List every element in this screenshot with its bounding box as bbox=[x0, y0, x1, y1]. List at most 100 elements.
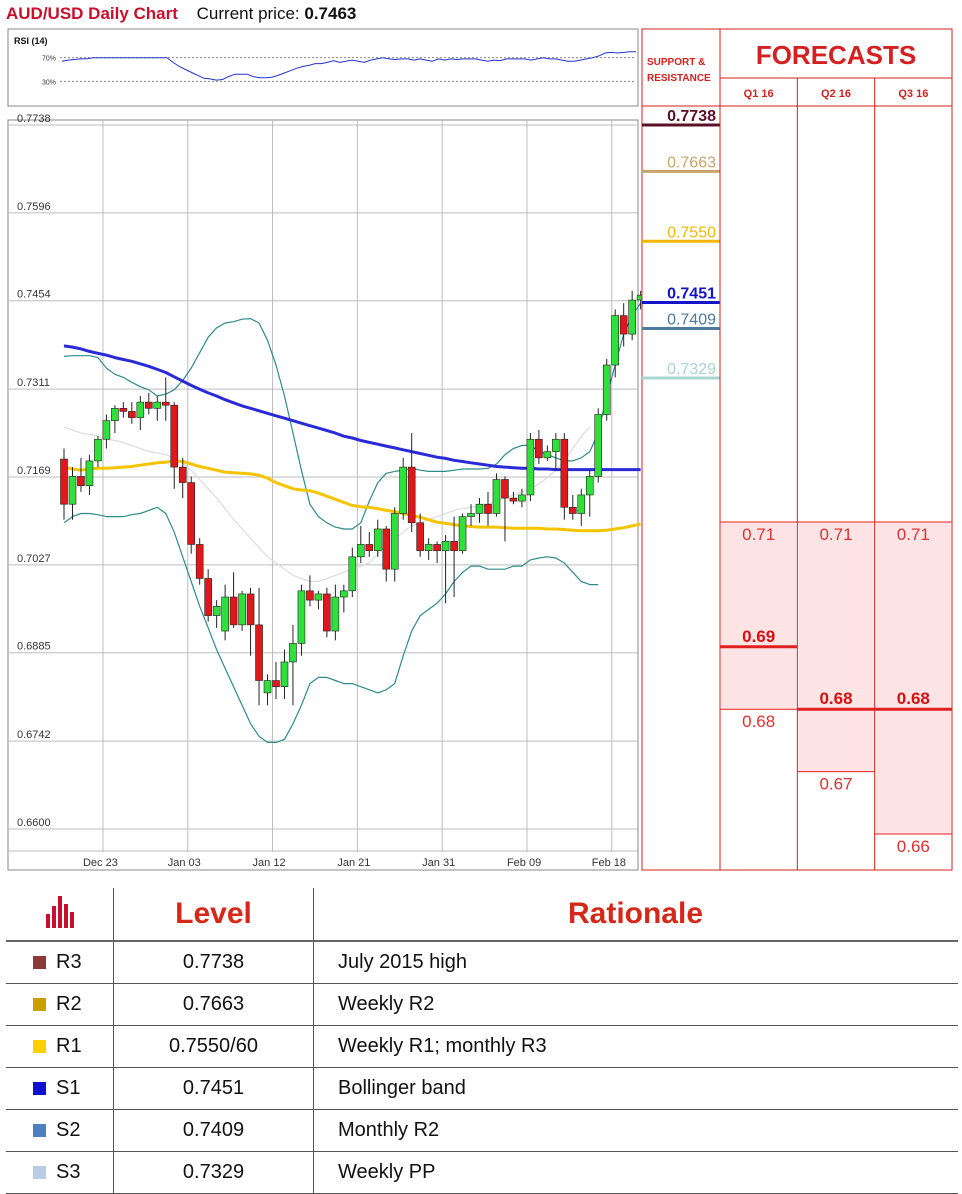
candle-body bbox=[221, 596, 229, 632]
candle-body bbox=[594, 414, 603, 477]
table-row: S2 0.7409 Monthly R2 bbox=[6, 1109, 958, 1152]
x-tick-label: Dec 23 bbox=[83, 857, 118, 869]
sr-level-label: 0.7738 bbox=[667, 108, 716, 125]
candle-body bbox=[246, 593, 255, 626]
candle-body bbox=[238, 593, 246, 626]
rationale-header: Rationale bbox=[313, 888, 958, 942]
level-value: 0.7663 bbox=[113, 983, 314, 1026]
candle bbox=[340, 584, 348, 613]
candle-body bbox=[60, 458, 68, 505]
candle bbox=[585, 470, 594, 517]
sr-level-label: 0.7451 bbox=[667, 286, 716, 303]
candle bbox=[568, 494, 577, 520]
y-tick-label: 0.6742 bbox=[17, 729, 51, 741]
chart-title: AUD/USD Daily Chart bbox=[6, 4, 178, 23]
candle-body bbox=[331, 596, 340, 632]
candle bbox=[441, 535, 450, 604]
candle-body bbox=[518, 494, 526, 502]
candle-body bbox=[501, 479, 509, 499]
candle-body bbox=[492, 479, 501, 514]
level-name: R1 bbox=[56, 1035, 82, 1058]
table-row: R2 0.7663 Weekly R2 bbox=[6, 983, 958, 1026]
candle bbox=[611, 309, 620, 378]
candle bbox=[509, 491, 518, 505]
candle bbox=[204, 569, 212, 622]
candle bbox=[619, 303, 628, 347]
forecast-title: FORECASTS bbox=[756, 40, 916, 70]
level-name-cell: R1 bbox=[6, 1025, 114, 1068]
candle-body bbox=[289, 643, 297, 663]
candle-body bbox=[85, 460, 94, 486]
candle-body bbox=[145, 401, 153, 409]
sr-level-label: 0.7663 bbox=[667, 154, 716, 171]
sr-header-line2: RESISTANCE bbox=[647, 73, 711, 84]
level-name-cell: S1 bbox=[6, 1067, 114, 1110]
current-price: Current price: 0.7463 bbox=[197, 4, 357, 23]
candle-body bbox=[263, 680, 272, 694]
candle-body bbox=[543, 451, 552, 459]
candle bbox=[390, 507, 399, 582]
candle bbox=[255, 587, 263, 706]
level-name: R2 bbox=[56, 993, 82, 1016]
candle bbox=[221, 584, 229, 641]
level-rationale: Bollinger band bbox=[313, 1067, 958, 1110]
table-row: R3 0.7738 July 2015 high bbox=[6, 941, 958, 984]
candle-body bbox=[619, 315, 628, 335]
candle-body bbox=[373, 528, 382, 551]
candle bbox=[594, 408, 603, 483]
y-tick-label: 0.7311 bbox=[17, 377, 50, 389]
candle-body bbox=[424, 544, 433, 551]
candle bbox=[323, 587, 331, 638]
y-tick-label: 0.7027 bbox=[17, 553, 51, 565]
candle bbox=[297, 584, 306, 656]
candle bbox=[450, 516, 458, 598]
candle bbox=[195, 538, 204, 585]
y-tick-label: 0.7738 bbox=[17, 113, 51, 125]
levels-table-area: Level Rationale R3 0.7738 July 2015 high R2… bbox=[0, 888, 962, 1194]
rsi-label: RSI (14) bbox=[14, 36, 48, 46]
level-name-cell: R3 bbox=[6, 941, 114, 984]
rsi-line bbox=[61, 51, 636, 81]
y-tick-label: 0.6600 bbox=[17, 817, 51, 829]
x-tick-label: Jan 12 bbox=[253, 857, 286, 869]
candle bbox=[458, 513, 467, 554]
level-rationale: Weekly R2 bbox=[313, 983, 958, 1026]
level-value: 0.7451 bbox=[113, 1067, 314, 1110]
candle-body bbox=[552, 438, 560, 452]
candle bbox=[552, 433, 560, 471]
candle-body bbox=[94, 438, 102, 462]
forecast-column-label: Q2 16 bbox=[821, 88, 851, 100]
rsi-panel-frame bbox=[7, 28, 639, 107]
candle-body bbox=[128, 411, 136, 418]
chart-header: AUD/USD Daily Chart Current price: 0.746… bbox=[6, 2, 356, 26]
price-value: 0.7463 bbox=[304, 4, 357, 23]
bar-chart-icon bbox=[6, 888, 114, 942]
candle-body bbox=[187, 482, 195, 545]
sr-level-label: 0.7329 bbox=[667, 361, 716, 378]
level-rationale: Monthly R2 bbox=[313, 1109, 958, 1152]
indicator-line bbox=[63, 426, 591, 583]
level-rationale: July 2015 high bbox=[313, 941, 958, 984]
candle-body bbox=[161, 401, 170, 406]
candle bbox=[399, 457, 408, 520]
rsi-level-label: 70% bbox=[42, 56, 56, 63]
candle bbox=[136, 395, 145, 430]
candle-body bbox=[441, 541, 450, 551]
level-name: S2 bbox=[56, 1119, 81, 1142]
candle bbox=[331, 584, 340, 641]
level-color-swatch bbox=[33, 1166, 46, 1180]
forecast-value: 0.68 bbox=[742, 712, 775, 731]
table-row: R1 0.7550/60 Weekly R1; monthly R3 bbox=[6, 1025, 958, 1068]
candle-body bbox=[178, 466, 187, 483]
candle bbox=[467, 504, 475, 526]
candle-body bbox=[348, 556, 357, 592]
level-value: 0.7550/60 bbox=[113, 1025, 314, 1068]
indicator-line bbox=[63, 459, 641, 533]
rsi-level-label: 30% bbox=[42, 79, 56, 86]
candle bbox=[170, 402, 179, 489]
table-row: S3 0.7329 Weekly PP bbox=[6, 1151, 958, 1194]
candle-body bbox=[323, 593, 331, 632]
level-rationale: Weekly R1; monthly R3 bbox=[313, 1025, 958, 1068]
candle-body bbox=[68, 476, 77, 505]
candle bbox=[178, 457, 187, 499]
